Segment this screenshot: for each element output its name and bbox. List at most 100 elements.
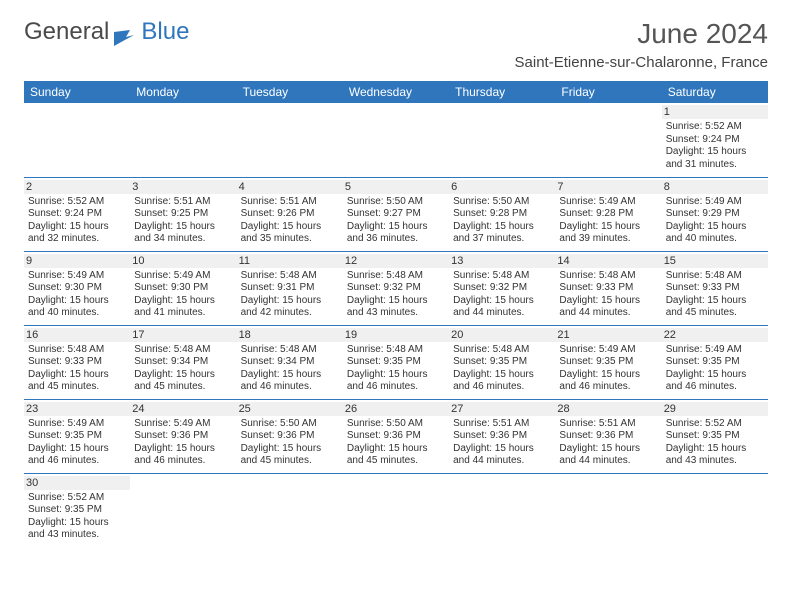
logo: General Blue: [24, 18, 189, 46]
day-cell: 24 Sunrise: 5:49 AMSunset: 9:36 PMDayligh…: [130, 399, 236, 473]
day-info: Sunrise: 5:49 AMSunset: 9:29 PMDaylight:…: [666, 196, 764, 246]
col-header: Sunday: [24, 81, 130, 103]
calendar-row: 2Sunrise: 5:52 AMSunset: 9:24 PMDaylight…: [24, 177, 768, 251]
day-cell: 11 Sunrise: 5:48 AMSunset: 9:31 PMDayligh…: [237, 251, 343, 325]
day-info: Sunrise: 5:49 AMSunset: 9:36 PMDaylight:…: [134, 418, 232, 468]
empty-cell: [130, 103, 236, 177]
day-info: Sunrise: 5:48 AMSunset: 9:32 PMDaylight:…: [347, 270, 445, 320]
calendar-row: 9 Sunrise: 5:49 AMSunset: 9:30 PMDaylight…: [24, 251, 768, 325]
day-info: Sunrise: 5:48 AMSunset: 9:33 PMDaylight:…: [559, 270, 657, 320]
day-cell: 12 Sunrise: 5:48 AMSunset: 9:32 PMDayligh…: [343, 251, 449, 325]
day-cell: 28Sunrise: 5:51 AMSunset: 9:36 PMDayligh…: [555, 399, 661, 473]
day-info: Sunrise: 5:50 AMSunset: 9:28 PMDaylight:…: [453, 196, 551, 246]
col-header: Tuesday: [237, 81, 343, 103]
day-number: 24: [130, 402, 236, 416]
day-info: Sunrise: 5:48 AMSunset: 9:35 PMDaylight:…: [453, 344, 551, 394]
day-info: Sunrise: 5:49 AMSunset: 9:35 PMDaylight:…: [666, 344, 764, 394]
empty-cell: [237, 473, 343, 547]
day-info: Sunrise: 5:52 AMSunset: 9:24 PMDaylight:…: [666, 121, 764, 171]
day-number: 15: [662, 254, 768, 268]
day-number: 4: [237, 180, 343, 194]
day-number: 27: [449, 402, 555, 416]
day-info: Sunrise: 5:51 AMSunset: 9:26 PMDaylight:…: [241, 196, 339, 246]
col-header: Monday: [130, 81, 236, 103]
day-cell: 29 Sunrise: 5:52 AMSunset: 9:35 PMDayligh…: [662, 399, 768, 473]
day-number: 28: [555, 402, 661, 416]
day-number: 10: [130, 254, 236, 268]
day-info: Sunrise: 5:48 AMSunset: 9:34 PMDaylight:…: [241, 344, 339, 394]
day-cell: 4 Sunrise: 5:51 AMSunset: 9:26 PMDaylight…: [237, 177, 343, 251]
col-header: Wednesday: [343, 81, 449, 103]
location: Saint-Etienne-sur-Chalaronne, France: [515, 54, 768, 71]
day-number: 9: [24, 254, 130, 268]
day-cell: 19Sunrise: 5:48 AMSunset: 9:35 PMDayligh…: [343, 325, 449, 399]
header: General Blue June 2024 Saint-Etienne-sur…: [24, 18, 768, 71]
day-number: 29: [662, 402, 768, 416]
day-number: 1: [662, 105, 768, 119]
day-number: 19: [343, 328, 449, 342]
day-number: 22: [662, 328, 768, 342]
day-number: 20: [449, 328, 555, 342]
day-info: Sunrise: 5:49 AMSunset: 9:35 PMDaylight:…: [28, 418, 126, 468]
empty-cell: [343, 103, 449, 177]
day-cell: 2Sunrise: 5:52 AMSunset: 9:24 PMDaylight…: [24, 177, 130, 251]
day-number: 11: [237, 254, 343, 268]
empty-cell: [343, 473, 449, 547]
day-info: Sunrise: 5:51 AMSunset: 9:25 PMDaylight:…: [134, 196, 232, 246]
day-cell: 16 Sunrise: 5:48 AMSunset: 9:33 PMDayligh…: [24, 325, 130, 399]
day-number: 7: [555, 180, 661, 194]
day-info: Sunrise: 5:50 AMSunset: 9:36 PMDaylight:…: [241, 418, 339, 468]
day-cell: 10Sunrise: 5:49 AMSunset: 9:30 PMDayligh…: [130, 251, 236, 325]
empty-cell: [449, 473, 555, 547]
day-number: 12: [343, 254, 449, 268]
col-header: Thursday: [449, 81, 555, 103]
calendar-row: 23 Sunrise: 5:49 AMSunset: 9:35 PMDayligh…: [24, 399, 768, 473]
day-number: 16: [24, 328, 130, 342]
empty-cell: [555, 473, 661, 547]
day-number: 23: [24, 402, 130, 416]
empty-cell: [449, 103, 555, 177]
day-number: 17: [130, 328, 236, 342]
day-cell: 21 Sunrise: 5:49 AMSunset: 9:35 PMDayligh…: [555, 325, 661, 399]
day-number: 5: [343, 180, 449, 194]
empty-cell: [24, 103, 130, 177]
day-info: Sunrise: 5:48 AMSunset: 9:33 PMDaylight:…: [28, 344, 126, 394]
day-number: 6: [449, 180, 555, 194]
day-cell: 18 Sunrise: 5:48 AMSunset: 9:34 PMDayligh…: [237, 325, 343, 399]
empty-cell: [130, 473, 236, 547]
day-cell: 25Sunrise: 5:50 AMSunset: 9:36 PMDayligh…: [237, 399, 343, 473]
day-cell: 9 Sunrise: 5:49 AMSunset: 9:30 PMDaylight…: [24, 251, 130, 325]
day-cell: 27 Sunrise: 5:51 AMSunset: 9:36 PMDayligh…: [449, 399, 555, 473]
calendar-row: 1 Sunrise: 5:52 AMSunset: 9:24 PMDaylight…: [24, 103, 768, 177]
day-number: 14: [555, 254, 661, 268]
day-number: 8: [662, 180, 768, 194]
day-cell: 15Sunrise: 5:48 AMSunset: 9:33 PMDayligh…: [662, 251, 768, 325]
day-info: Sunrise: 5:51 AMSunset: 9:36 PMDaylight:…: [453, 418, 551, 468]
day-cell: 30 Sunrise: 5:52 AMSunset: 9:35 PMDayligh…: [24, 473, 130, 547]
day-info: Sunrise: 5:49 AMSunset: 9:28 PMDaylight:…: [559, 196, 657, 246]
day-cell: 8 Sunrise: 5:49 AMSunset: 9:29 PMDaylight…: [662, 177, 768, 251]
day-number: 30: [24, 476, 130, 490]
day-cell: 1 Sunrise: 5:52 AMSunset: 9:24 PMDaylight…: [662, 103, 768, 177]
day-cell: 20 Sunrise: 5:48 AMSunset: 9:35 PMDayligh…: [449, 325, 555, 399]
day-number: 21: [555, 328, 661, 342]
day-cell: 13Sunrise: 5:48 AMSunset: 9:32 PMDayligh…: [449, 251, 555, 325]
day-number: 18: [237, 328, 343, 342]
day-cell: 6 Sunrise: 5:50 AMSunset: 9:28 PMDaylight…: [449, 177, 555, 251]
day-cell: 14 Sunrise: 5:48 AMSunset: 9:33 PMDayligh…: [555, 251, 661, 325]
day-info: Sunrise: 5:48 AMSunset: 9:32 PMDaylight:…: [453, 270, 551, 320]
col-header: Saturday: [662, 81, 768, 103]
calendar-row: 30 Sunrise: 5:52 AMSunset: 9:35 PMDayligh…: [24, 473, 768, 547]
day-info: Sunrise: 5:52 AMSunset: 9:35 PMDaylight:…: [666, 418, 764, 468]
day-info: Sunrise: 5:49 AMSunset: 9:30 PMDaylight:…: [28, 270, 126, 320]
day-info: Sunrise: 5:48 AMSunset: 9:34 PMDaylight:…: [134, 344, 232, 394]
day-cell: 3Sunrise: 5:51 AMSunset: 9:25 PMDaylight…: [130, 177, 236, 251]
day-info: Sunrise: 5:48 AMSunset: 9:31 PMDaylight:…: [241, 270, 339, 320]
logo-text-2: Blue: [141, 18, 189, 46]
empty-cell: [555, 103, 661, 177]
day-info: Sunrise: 5:50 AMSunset: 9:36 PMDaylight:…: [347, 418, 445, 468]
day-info: Sunrise: 5:49 AMSunset: 9:35 PMDaylight:…: [559, 344, 657, 394]
flag-icon: [114, 30, 136, 48]
day-info: Sunrise: 5:52 AMSunset: 9:35 PMDaylight:…: [28, 492, 126, 542]
day-cell: 22 Sunrise: 5:49 AMSunset: 9:35 PMDayligh…: [662, 325, 768, 399]
